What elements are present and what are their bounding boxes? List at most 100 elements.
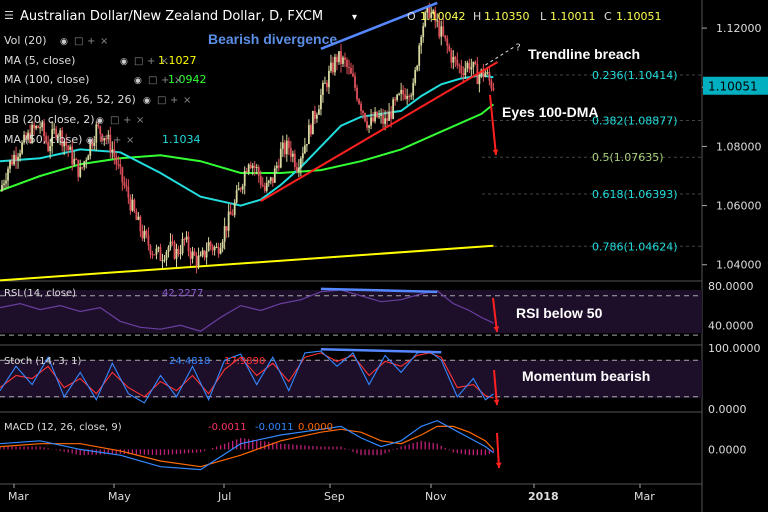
- symbol-title[interactable]: Australian Dollar/New Zealand Dollar, D,…: [20, 9, 323, 24]
- ma5-label[interactable]: MA (5, close): [4, 54, 75, 67]
- candle-body: [301, 153, 304, 159]
- candle-body: [239, 188, 242, 190]
- chevron-down-icon[interactable]: ▾: [352, 12, 357, 23]
- candle-body: [35, 125, 38, 129]
- time-tick-label: 2018: [528, 490, 559, 503]
- candle-body: [326, 82, 328, 88]
- candle-body: [157, 247, 160, 249]
- legend-action-icon: □: [74, 36, 83, 47]
- candle-body: [376, 111, 378, 118]
- candle-body: [338, 51, 340, 63]
- menu-icon[interactable]: ☰: [4, 9, 14, 22]
- candle-body: [3, 183, 5, 186]
- candle-body: [277, 165, 280, 168]
- candle-body: [344, 57, 346, 60]
- candle-body: [392, 99, 395, 119]
- candle-body: [324, 82, 326, 84]
- candle-body: [185, 236, 188, 240]
- down-arrow-icon: [489, 94, 497, 156]
- candle-body: [259, 175, 262, 185]
- ichimoku-label[interactable]: Ichimoku (9, 26, 52, 26): [4, 93, 136, 106]
- down-arrow-icon: [492, 297, 498, 333]
- candle-body: [179, 253, 182, 255]
- candle-body: [340, 51, 342, 64]
- candle-body: [388, 111, 391, 121]
- arrow-head: [492, 149, 499, 155]
- candle-body: [91, 141, 94, 146]
- candle-body: [133, 199, 136, 212]
- stoch-tick-label: 100.0000: [708, 342, 761, 355]
- trendline-breach-annotation: Trendline breach: [528, 46, 640, 62]
- vol-label[interactable]: Vol (20): [4, 34, 47, 47]
- candle-body: [45, 136, 48, 143]
- candle-body: [490, 80, 493, 89]
- down-arrow-icon: [493, 369, 498, 406]
- candle-body: [257, 167, 260, 176]
- bb-label[interactable]: BB (20, close, 2): [4, 113, 95, 126]
- candle-body: [11, 160, 13, 165]
- candle-body: [209, 241, 212, 247]
- candle-body: [299, 158, 302, 168]
- candle-body: [137, 216, 140, 220]
- candle-body: [243, 170, 246, 187]
- candle-body: [265, 182, 268, 191]
- price-panel: 0.236(1.10414) 0.382(1.08877) 0.5(1.07635)…: [0, 1, 702, 282]
- candle-body: [464, 68, 467, 76]
- candle-body: [342, 57, 344, 64]
- candle-body: [165, 251, 168, 260]
- candle-body: [364, 113, 366, 122]
- legend-action-icon: □: [100, 135, 109, 146]
- candle-body: [19, 153, 21, 157]
- candle-body: [482, 69, 485, 77]
- question-mark-glyph: ?: [515, 42, 520, 53]
- candle-body: [474, 61, 477, 65]
- time-tick-label: Mar: [634, 490, 655, 503]
- candle-body: [37, 125, 40, 129]
- candle-body: [249, 164, 252, 169]
- macd-signal-value: 0.0000: [298, 422, 333, 433]
- candle-body: [149, 245, 152, 255]
- candle-body: [444, 35, 447, 39]
- candle-body: [410, 95, 413, 97]
- ma50-label[interactable]: MA (50, close): [4, 133, 82, 146]
- candle-body: [450, 50, 453, 63]
- candle-body: [41, 122, 44, 128]
- candle-body: [29, 132, 31, 143]
- support-trendline: [0, 244, 494, 282]
- candle-body: [422, 26, 425, 37]
- ma100-label[interactable]: MA (100, close): [4, 73, 89, 86]
- high-value: 1.10350: [484, 10, 530, 23]
- candle-body: [313, 110, 316, 119]
- candle-body: [161, 260, 164, 262]
- down-arrow-icon: [496, 432, 500, 469]
- macd-panel: 0.0000 MACD (12, 26, close, 9) -0.0011 -0.0…: [0, 419, 747, 471]
- candle-body: [205, 251, 208, 258]
- candle-body: [173, 242, 176, 259]
- candle-body: [225, 226, 228, 231]
- candle-body: [263, 186, 266, 191]
- candle-body: [470, 67, 473, 70]
- candle-body: [115, 156, 118, 165]
- candle-body: [414, 70, 417, 84]
- candle-body: [472, 61, 475, 68]
- candle-body: [181, 238, 184, 254]
- candle-body: [217, 247, 220, 254]
- candle-body: [191, 251, 194, 259]
- ma50-line: [0, 74, 494, 207]
- candle-body: [412, 83, 415, 96]
- legend-action-icon: ×: [126, 135, 134, 146]
- candle-body: [123, 182, 126, 186]
- candle-body: [153, 254, 156, 256]
- candle-body: [394, 99, 397, 101]
- arrow-head: [493, 326, 500, 332]
- legend-action-icon: ×: [183, 95, 191, 106]
- candle-body: [199, 255, 202, 257]
- candle-body: [426, 6, 429, 13]
- candle-body: [61, 130, 64, 147]
- indicator-legend: Vol (20) MA (5, close) 1.1027 MA (100, c…: [4, 34, 207, 146]
- candle-body: [348, 66, 350, 69]
- candle-body: [95, 124, 98, 143]
- candle-body: [81, 167, 84, 169]
- settings-icon: ◉: [86, 136, 94, 146]
